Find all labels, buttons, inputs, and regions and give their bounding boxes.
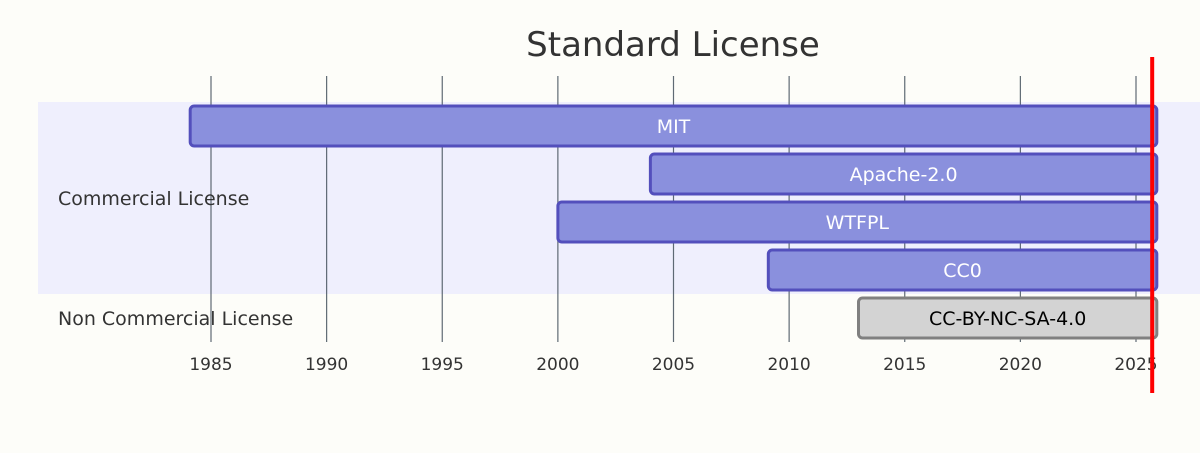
- task-bar[interactable]: [556, 200, 1159, 244]
- x-tick-label: 2015: [883, 355, 926, 375]
- task-bar[interactable]: [766, 248, 1159, 292]
- task-bar[interactable]: [648, 152, 1159, 196]
- task-bar-label: MIT: [657, 116, 691, 138]
- task-bar[interactable]: [857, 296, 1159, 340]
- x-tick-label: 2020: [999, 355, 1042, 375]
- x-tick-label: 2025: [1114, 355, 1157, 375]
- x-tick-label: 1990: [305, 355, 348, 375]
- task-bar[interactable]: [188, 104, 1159, 148]
- task-bar-label: WTFPL: [826, 212, 890, 234]
- x-tick-label: 2010: [767, 355, 810, 375]
- chart-title: Standard License: [526, 25, 820, 65]
- task-bar-label: CC0: [943, 260, 982, 282]
- section-label: Commercial License: [58, 188, 249, 210]
- section-labels: Commercial License Non Commercial License: [58, 188, 293, 330]
- x-tick-label: 2000: [536, 355, 579, 375]
- x-tick-label: 1995: [421, 355, 464, 375]
- section-label: Non Commercial License: [58, 308, 293, 330]
- x-axis-ticks: 1985 1990 1995 2000 2005 2010 2015 2020 2025: [189, 355, 1157, 375]
- task-bar-label: Apache-2.0: [850, 164, 958, 186]
- task-bar-label: CC-BY-NC-SA-4.0: [929, 308, 1086, 330]
- x-tick-label: 1985: [189, 355, 232, 375]
- x-tick-label: 2005: [652, 355, 695, 375]
- task-bars: MIT Apache-2.0 WTFPL CC0 CC-BY-NC-SA-4.0: [188, 104, 1159, 340]
